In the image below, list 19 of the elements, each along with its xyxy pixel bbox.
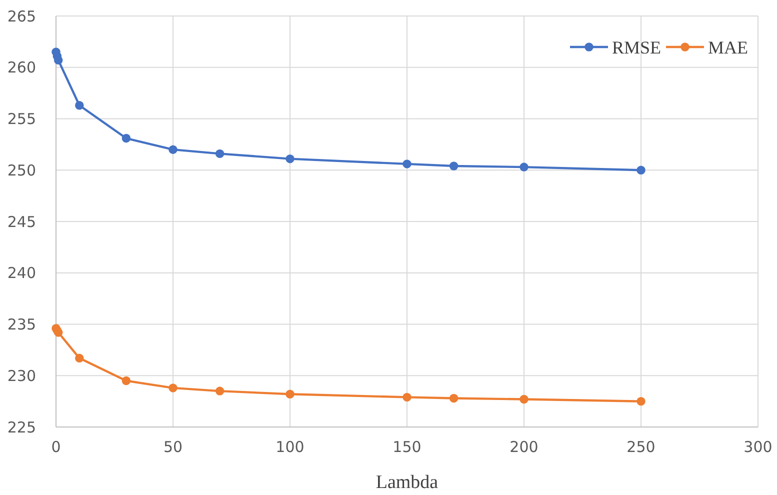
y-tick-label: 225 — [7, 418, 36, 436]
y-tick-label: 240 — [7, 264, 36, 282]
legend-label: MAE — [708, 37, 748, 58]
y-tick-label: 250 — [7, 161, 36, 180]
y-tick-label: 260 — [7, 58, 36, 77]
x-tick-label: 250 — [626, 438, 656, 456]
x-tick-label: 100 — [276, 438, 304, 456]
y-tick-label: 230 — [7, 366, 36, 385]
y-tick-label: 245 — [7, 212, 36, 231]
y-tick-label: 255 — [7, 110, 36, 128]
y-tick-label: 235 — [7, 316, 36, 334]
x-tick-label: 0 — [51, 438, 61, 456]
x-tick-label: 200 — [510, 438, 538, 456]
x-tick-label: 150 — [392, 438, 422, 456]
x-tick-label: 300 — [744, 438, 772, 456]
x-axis-title: Lambda — [376, 472, 439, 493]
legend-label: RMSE — [612, 37, 662, 58]
y-tick-label: 265 — [7, 7, 36, 26]
x-tick-label: 50 — [163, 438, 183, 456]
